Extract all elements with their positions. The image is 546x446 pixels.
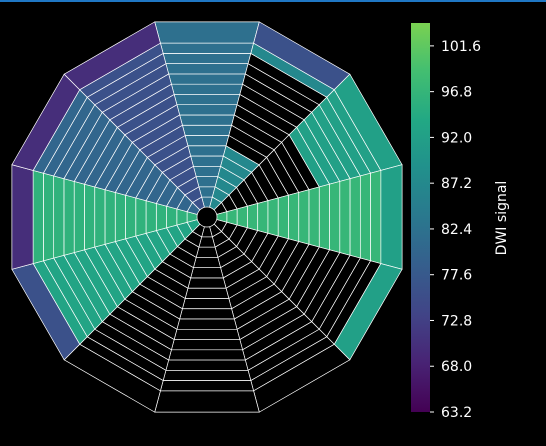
colorbar-tick-label: 101.6 xyxy=(441,39,481,55)
rim-cell xyxy=(11,164,34,270)
segment-cell xyxy=(236,205,248,229)
segment-cell xyxy=(94,186,106,248)
colorbar-tick-label: 63.2 xyxy=(441,405,472,421)
colorbar-tick-label: 82.4 xyxy=(441,222,472,238)
colorbar-tick-label: 96.8 xyxy=(441,85,472,101)
segment-cell xyxy=(184,135,230,147)
segment-cell xyxy=(187,277,227,289)
segment-cell xyxy=(43,172,55,262)
segment-cell xyxy=(181,298,233,310)
segment-cell xyxy=(187,145,227,157)
polar-map xyxy=(11,21,403,413)
colorbar-tick-label: 72.8 xyxy=(441,313,472,329)
segment-cell xyxy=(179,308,235,320)
segment-cell xyxy=(192,257,222,269)
segment-cell xyxy=(84,183,96,251)
colorbar-tick-label: 92.0 xyxy=(441,130,472,146)
segment-cell xyxy=(173,94,241,106)
colorbar-gradient xyxy=(411,23,430,412)
segment-cell xyxy=(125,194,137,240)
colorbar: 101.6 96.8 92.0 87.2 82.4 77.6 72.8 68.0 63.2 xyxy=(411,23,481,421)
segment-cell xyxy=(349,175,361,259)
segment-cell xyxy=(308,186,320,248)
segment-cell xyxy=(190,155,224,167)
segment-cell xyxy=(181,124,233,136)
segment-cell xyxy=(165,359,249,371)
segment-cell xyxy=(179,114,235,126)
segment-cell xyxy=(166,205,178,229)
segment-cell xyxy=(114,191,126,243)
segment-cell xyxy=(339,178,351,256)
segment-cell xyxy=(170,83,244,95)
colorbar-label: DWI signal xyxy=(494,181,510,256)
segment-cell xyxy=(195,246,219,258)
colorbar-tick-label: 68.0 xyxy=(441,359,472,375)
segment-cell xyxy=(53,175,65,259)
segment-cell xyxy=(159,42,255,54)
segment-cell xyxy=(192,165,222,177)
segment-cell xyxy=(168,73,246,85)
colorbar-tick-label: 77.6 xyxy=(441,268,472,284)
segment-cell xyxy=(370,169,382,265)
segment-cell xyxy=(145,200,157,234)
segment-cell xyxy=(176,104,238,116)
segment-cell xyxy=(159,380,255,392)
segment-cell xyxy=(247,202,259,232)
segment-cell xyxy=(195,176,219,188)
segment-cell xyxy=(135,197,147,237)
segment-cell xyxy=(298,189,310,245)
segment-cell xyxy=(318,183,330,251)
window-top-border xyxy=(0,0,546,2)
segment-cell xyxy=(288,191,300,243)
segment-cell xyxy=(359,172,371,262)
segment-cell xyxy=(73,180,85,254)
segment-cell xyxy=(162,53,252,65)
segment-cell xyxy=(329,180,341,254)
rim-cell xyxy=(63,21,161,91)
segment-cell xyxy=(104,189,116,245)
segment-cell xyxy=(173,328,241,340)
segment-cell xyxy=(267,197,279,237)
segment-cell xyxy=(155,202,167,232)
segment-cell xyxy=(32,169,44,265)
center-hole xyxy=(196,206,218,228)
segment-cell xyxy=(277,194,289,240)
rim-cell xyxy=(154,21,260,44)
segment-cell xyxy=(162,369,252,381)
colorbar-tick-label: 87.2 xyxy=(441,176,472,192)
rim-cell xyxy=(380,164,403,270)
rim-cell xyxy=(154,390,260,413)
segment-cell xyxy=(63,178,75,256)
segment-cell xyxy=(190,267,224,279)
segment-cell xyxy=(168,349,246,361)
segment-cell xyxy=(170,339,244,351)
segment-cell xyxy=(257,200,269,234)
segment-cell xyxy=(176,318,238,330)
segment-cell xyxy=(165,63,249,75)
segment-cell xyxy=(184,287,230,299)
